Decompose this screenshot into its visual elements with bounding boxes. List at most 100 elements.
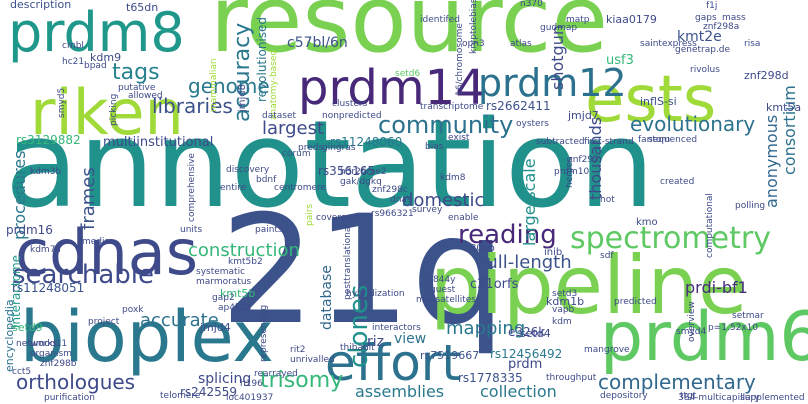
cloud-word: prdm	[508, 357, 543, 372]
cloud-word: identifed	[420, 15, 460, 25]
cloud-word: shotgun	[548, 25, 567, 90]
cloud-word: sequenced	[648, 135, 698, 145]
cloud-word: gap2	[212, 293, 235, 303]
cloud-word: riken	[30, 76, 184, 149]
cloud-word: reading	[458, 220, 557, 250]
cloud-word: unrivalled	[290, 355, 335, 365]
cloud-word: organism	[30, 349, 72, 359]
cloud-word: gingras	[322, 143, 356, 153]
cloud-word: effort	[325, 334, 461, 392]
cloud-word: setd4	[520, 327, 551, 340]
cloud-word: rs11248060	[330, 135, 403, 149]
cloud-word: database	[319, 265, 335, 330]
cloud-word: consortium	[780, 85, 799, 175]
cloud-word: orthologues	[16, 370, 136, 394]
cloud-word: networks	[16, 339, 58, 349]
cloud-word: picking	[109, 93, 119, 126]
cloud-word: kdm	[552, 317, 572, 327]
cloud-word: kmt2e	[677, 29, 722, 45]
cloud-word: p=1.52x10	[708, 323, 759, 333]
cloud-word: kdm9	[90, 51, 122, 64]
cloud-word: rs7519667	[420, 349, 480, 362]
cloud-word: fantom	[638, 135, 671, 145]
cloud-word: poxk	[122, 305, 144, 315]
cloud-word: e326k	[508, 325, 546, 339]
cloud-word: rs1778335	[458, 371, 523, 385]
cloud-word: units	[180, 225, 203, 235]
cloud-word: rs2662411	[486, 99, 551, 113]
cloud-word: minisatellites	[416, 295, 476, 305]
cloud-word: t65dn	[126, 1, 159, 14]
cloud-word: kdm3b	[30, 167, 62, 177]
cloud-word: ttgt	[680, 391, 697, 401]
cloud-word: mammalian	[209, 58, 219, 112]
cloud-word: hot	[600, 195, 615, 205]
cloud-word: prdm8	[8, 1, 185, 64]
cloud-word: throughput	[546, 373, 597, 383]
cloud-word: tags	[112, 60, 160, 85]
cloud-word: c844y	[428, 275, 456, 285]
cloud-word: bioplex	[20, 296, 274, 378]
cloud-word: transcriptome	[420, 102, 484, 112]
cloud-word: ap4k2a	[218, 303, 252, 313]
cloud-word: mangrove	[584, 345, 630, 355]
cloud-word: usf3	[606, 53, 634, 68]
cloud-word: depository	[600, 391, 648, 401]
cloud-word: dnas	[390, 195, 412, 205]
cloud-word: domestic	[402, 190, 485, 211]
cloud-word: kryptolebias	[469, 0, 479, 54]
cloud-word: kdm1b	[546, 295, 585, 308]
cloud-word: jmjd8	[237, 83, 248, 112]
cloud-word: gaps	[695, 13, 717, 23]
cloud-word: full-length	[480, 252, 572, 273]
cloud-word: rs242559	[180, 385, 237, 399]
cloud-word: annotation	[5, 96, 655, 235]
cloud-word: assemblies	[355, 382, 445, 401]
cloud-word: hybridization	[346, 289, 405, 299]
cloud-word: pairs	[305, 203, 315, 226]
cloud-word: rit2	[290, 345, 306, 355]
cloud-word: evolutionary	[630, 112, 756, 136]
cloud-word: libraries	[152, 94, 233, 118]
cloud-word: jmjd7	[568, 109, 599, 122]
cloud-word: preds	[298, 143, 324, 153]
cloud-word: smyd4	[676, 327, 707, 337]
cloud-word: spectrometry	[570, 221, 771, 256]
cloud-word: inflS-si	[640, 95, 677, 108]
cloud-word: 21q	[220, 184, 507, 358]
cloud-word: gudmap	[540, 23, 578, 33]
cloud-word: c21orfs	[470, 277, 519, 292]
cloud-word: znf298d	[744, 69, 789, 82]
cloud-word: coverage	[316, 213, 358, 223]
cloud-word: mass	[722, 13, 746, 23]
cloud-word: znf298c	[372, 185, 408, 195]
cloud-word: cdnas	[15, 216, 199, 289]
cloud-word: interactors	[372, 323, 421, 333]
cloud-word: mapping	[446, 318, 526, 339]
cloud-word: prdm6	[600, 298, 808, 377]
cloud-word: rs356165	[318, 164, 375, 178]
cloud-word: kdm8	[440, 173, 466, 183]
cloud-word: first-strand	[584, 137, 634, 147]
cloud-word: hc21	[62, 57, 85, 67]
cloud-word: splicing	[198, 371, 252, 387]
cloud-word: trisomy	[260, 368, 344, 393]
cloud-word: bpad	[84, 61, 107, 71]
cloud-word: vapb	[552, 305, 575, 315]
cloud-word: 80kb	[470, 243, 495, 254]
cloud-word: inib	[544, 247, 563, 258]
cloud-word: corum	[282, 149, 311, 159]
cloud-word: project	[88, 317, 120, 327]
cloud-word: h196	[240, 379, 263, 389]
cloud-word: marmoratus	[196, 277, 252, 287]
cloud-word: matp	[566, 15, 590, 25]
cloud-word: clusters	[332, 99, 368, 109]
cloud-word: nonpredicted	[322, 111, 382, 121]
cloud-word: computational	[705, 193, 715, 258]
cloud-word: media	[82, 237, 111, 247]
cloud-word: bdnf	[256, 175, 277, 185]
cloud-word: supplemented	[740, 393, 805, 403]
cloud-word: h3r26me2	[340, 167, 387, 177]
cloud-word: kmt5b2	[228, 257, 263, 267]
cloud-word: umod11	[30, 339, 68, 349]
